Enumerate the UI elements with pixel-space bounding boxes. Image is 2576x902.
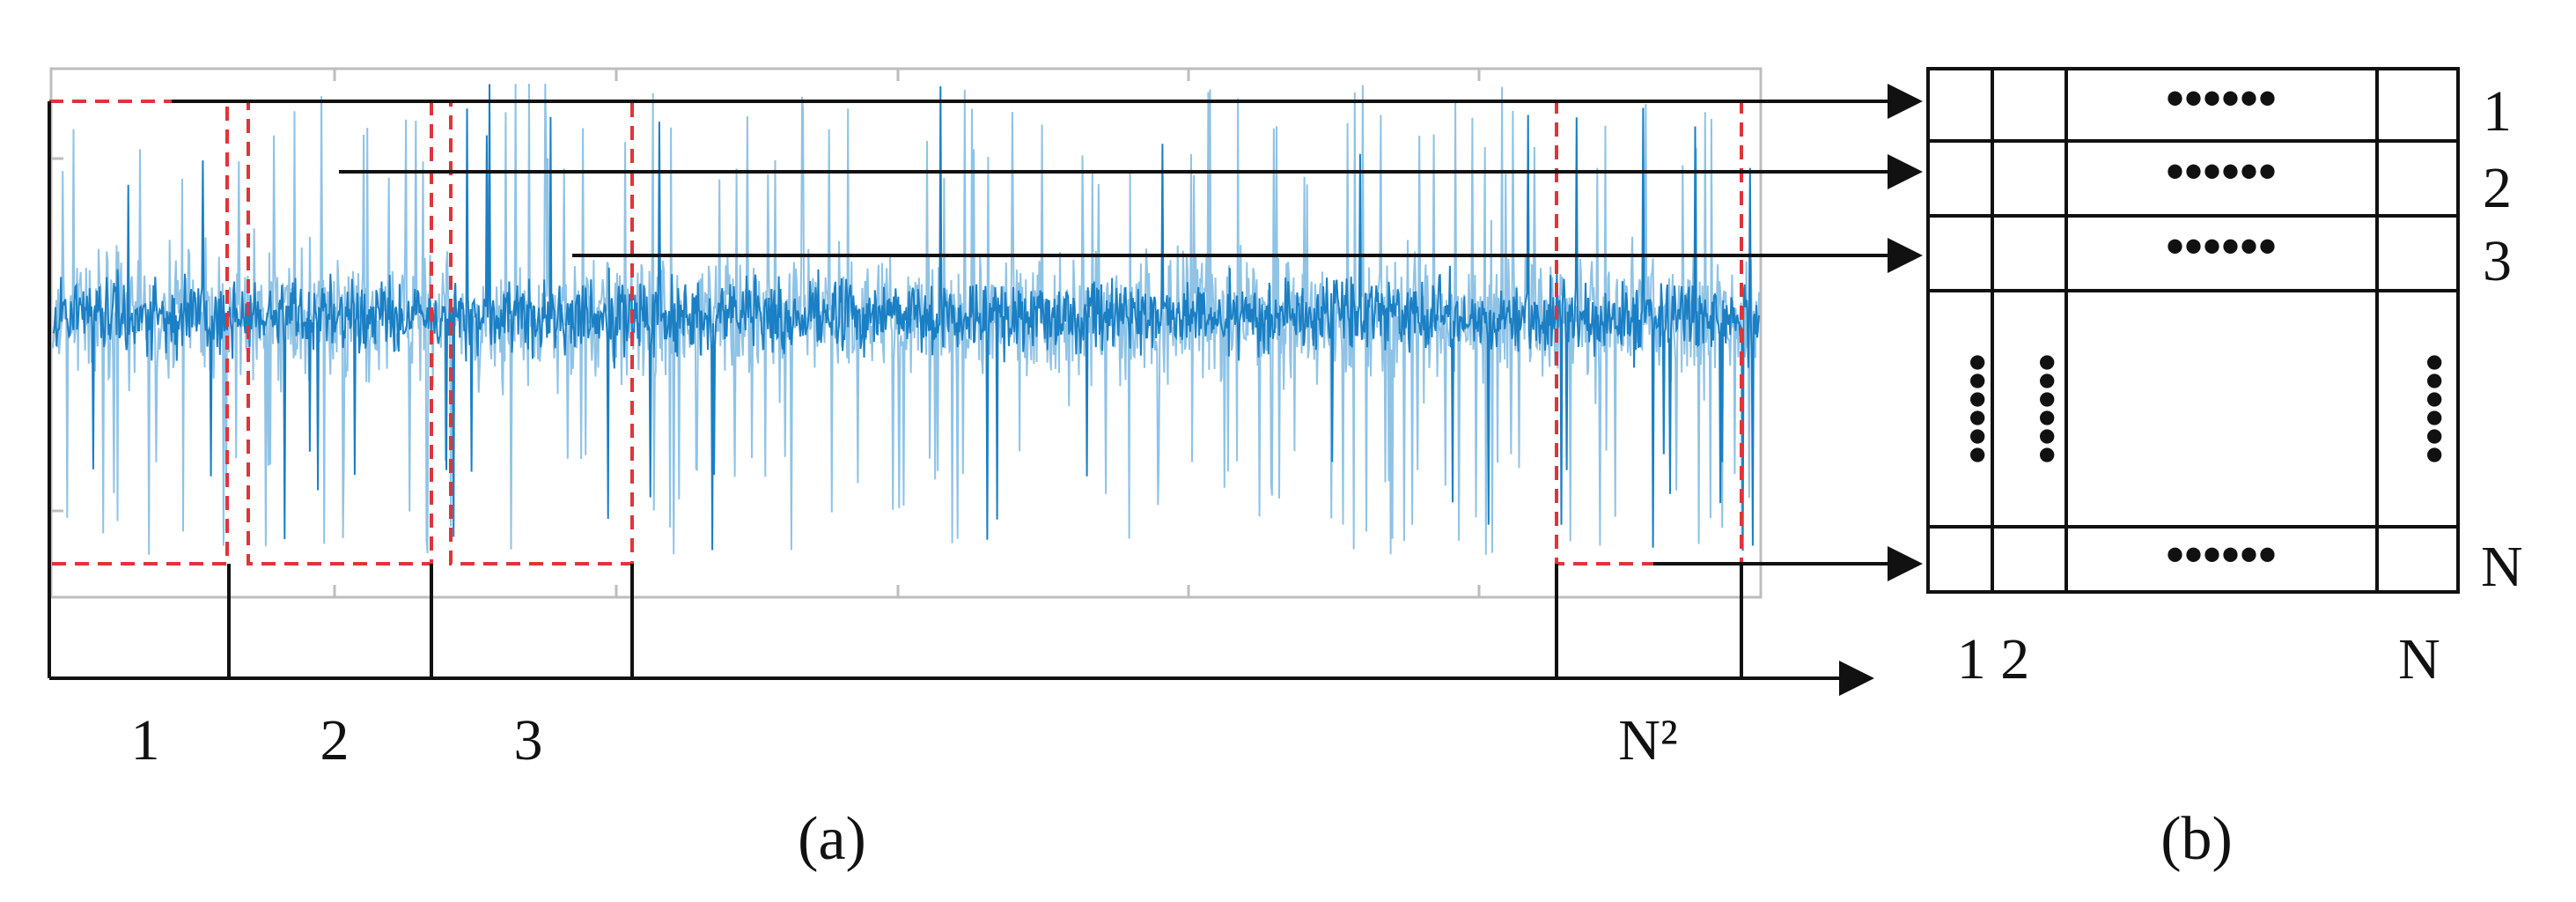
segment-label-1: 1	[131, 708, 160, 773]
matrix-ellipsis-col-2: ••••••	[2018, 353, 2076, 464]
matrix-ellipsis-row-3: ••••••	[2166, 218, 2277, 276]
segment-label-3: 3	[514, 708, 543, 773]
window-box-3	[449, 100, 634, 566]
col-label-1-2: 1 2	[1957, 627, 2030, 691]
frame-ticks	[51, 69, 1481, 597]
row-label-n: N	[2481, 535, 2523, 599]
panel-a: 1 2 3 N² (a)	[48, 67, 1874, 873]
row-label-1: 1	[2483, 79, 2512, 144]
row-label-2: 2	[2483, 156, 2512, 220]
matrix-ellipsis-row-2: ••••••	[2166, 143, 2277, 201]
signal-waveform	[52, 83, 1760, 555]
matrix-ellipsis-col-1: ••••••	[1948, 353, 2006, 464]
col-label-n: N	[2398, 627, 2440, 691]
segment-label-2: 2	[320, 708, 350, 773]
caption-a: (a)	[798, 805, 866, 873]
signal-trace-light	[52, 83, 1760, 555]
matrix-grid	[1926, 67, 2460, 594]
matrix-ellipsis-row-n: ••••••	[2166, 526, 2277, 584]
panel-b: •••••• •••••• •••••• •••••• •••••• •••••…	[1926, 67, 2523, 873]
row-label-3: 3	[2483, 229, 2512, 293]
mapping-arrows	[172, 84, 1923, 581]
caption-b: (b)	[2160, 805, 2233, 873]
matrix-ellipsis-row-1: ••••••	[2166, 70, 2277, 128]
segment-axis	[48, 101, 1874, 696]
segment-label-n2: N²	[1618, 708, 1677, 773]
matrix-ellipsis-col-n: ••••••	[2405, 353, 2463, 464]
signal-trace-dark	[52, 84, 1760, 551]
